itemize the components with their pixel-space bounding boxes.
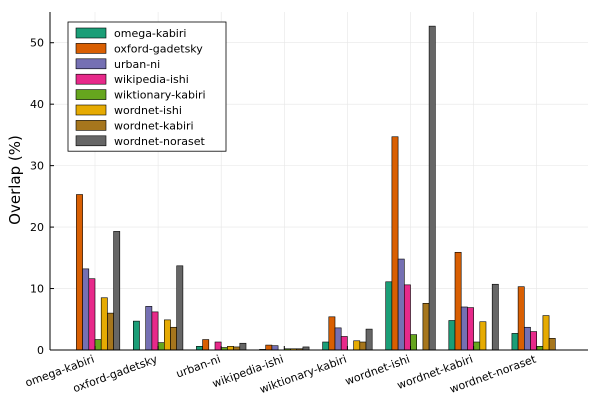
legend-swatch-wordnet-noraset (75, 135, 107, 147)
bar-wikipedia-ishi-urban-ni (214, 341, 222, 351)
bar-wordnet-ishi-omega-kabiri (100, 297, 108, 351)
legend-swatch-wikipedia-ishi (75, 73, 107, 85)
bar-oxford-gadetsky-wiktionary-kabiri (328, 316, 336, 351)
legend-label-urban-ni: urban-ni (114, 58, 160, 71)
legend-swatch-wordnet-ishi (75, 104, 107, 116)
bar-wikipedia-ishi-wordnet-noraset (530, 331, 537, 351)
bar-oxford-gadetsky-wikipedia-ishi (265, 344, 273, 351)
bar-wordnet-kabiri-wordnet-ishi (422, 302, 430, 351)
bar-wordnet-ishi-urban-ni (227, 346, 234, 351)
bar-omega-kabiri-wordnet-kabiri (448, 320, 456, 351)
legend-label-wordnet-ishi: wordnet-ishi (114, 104, 182, 117)
bar-wordnet-noraset-wiktionary-kabiri (365, 328, 373, 351)
bar-wordnet-ishi-wordnet-kabiri (479, 321, 487, 351)
legend-label-wikipedia-ishi: wikipedia-ishi (114, 73, 189, 86)
bar-urban-ni-wiktionary-kabiri (334, 327, 342, 351)
y-tick-label-0: 0 (37, 344, 44, 357)
bar-wordnet-ishi-oxford-gadetsky (164, 319, 171, 351)
bar-wikipedia-ishi-wordnet-ishi (403, 284, 411, 351)
legend-swatch-wordnet-kabiri (75, 120, 107, 131)
bar-wiktionary-kabiri-wordnet-noraset (536, 346, 544, 351)
y-tick-label-3: 30 (30, 160, 44, 173)
bar-wikipedia-ishi-wordnet-kabiri (467, 307, 474, 351)
bar-wordnet-ishi-wiktionary-kabiri (353, 340, 361, 351)
y-tick-label-1: 10 (30, 283, 44, 296)
bar-urban-ni-wikipedia-ishi (271, 345, 279, 351)
bar-oxford-gadetsky-wordnet-kabiri (454, 251, 462, 351)
y-tick-label-2: 20 (30, 221, 44, 234)
bar-wordnet-noraset-oxford-gadetsky (176, 265, 184, 351)
bar-urban-ni-oxford-gadetsky (145, 306, 153, 351)
bar-wordnet-kabiri-omega-kabiri (107, 312, 114, 351)
y-tick-label-5: 50 (30, 37, 44, 50)
bar-urban-ni-wordnet-noraset (523, 326, 531, 351)
bar-urban-ni-wordnet-kabiri (460, 306, 468, 351)
bar-urban-ni-wordnet-ishi (397, 258, 405, 351)
bar-wordnet-noraset-urban-ni (239, 342, 247, 351)
bar-oxford-gadetsky-wordnet-ishi (391, 136, 399, 351)
bar-wordnet-kabiri-wordnet-noraset (548, 338, 556, 351)
bar-wikipedia-ishi-wiktionary-kabiri (340, 336, 348, 351)
bars (76, 25, 556, 351)
bar-oxford-gadetsky-omega-kabiri (76, 194, 83, 351)
bar-oxford-gadetsky-wordnet-noraset (517, 286, 525, 351)
legend-swatch-omega-kabiri (75, 27, 107, 39)
bar-wordnet-ishi-wordnet-noraset (542, 315, 550, 351)
legend-label-wordnet-kabiri: wordnet-kabiri (114, 119, 194, 132)
bar-omega-kabiri-oxford-gadetsky (133, 320, 140, 351)
bar-wiktionary-kabiri-oxford-gadetsky (157, 342, 165, 351)
legend-swatch-urban-ni (75, 58, 107, 70)
bar-wiktionary-kabiri-wordnet-kabiri (473, 341, 481, 351)
legend-label-wiktionary-kabiri: wiktionary-kabiri (114, 89, 206, 102)
bar-omega-kabiri-wordnet-noraset (511, 333, 519, 351)
bar-oxford-gadetsky-urban-ni (202, 339, 210, 351)
bar-wordnet-kabiri-oxford-gadetsky (170, 326, 177, 351)
y-tick-label-4: 40 (30, 98, 44, 111)
legend-swatch-wiktionary-kabiri (75, 89, 107, 100)
y-tick-labels: 0 10 20 30 40 50 (30, 37, 44, 357)
bar-wordnet-noraset-wordnet-ishi (428, 25, 436, 351)
bar-omega-kabiri-urban-ni (196, 346, 203, 351)
bar-wiktionary-kabiri-wordnet-ishi (410, 334, 417, 351)
bar-wordnet-kabiri-wiktionary-kabiri (359, 341, 367, 351)
bar-wikipedia-ishi-oxford-gadetsky (151, 311, 159, 351)
bar-omega-kabiri-wiktionary-kabiri (322, 341, 330, 351)
bar-wordnet-noraset-omega-kabiri (113, 231, 121, 351)
legend: omega-kabiri oxford-gadetsky urban-ni wikip… (67, 21, 227, 152)
legend-label-oxford-gadetsky: oxford-gadetsky (114, 42, 203, 55)
legend-label-wordnet-noraset: wordnet-noraset (114, 135, 206, 148)
axes (49, 12, 588, 351)
legend-swatch-oxford-gadetsky (75, 43, 107, 54)
bar-omega-kabiri-wordnet-ishi (385, 281, 393, 351)
bar-wikipedia-ishi-omega-kabiri (88, 278, 96, 351)
bar-wordnet-noraset-wordnet-kabiri (491, 283, 499, 351)
legend-label-omega-kabiri: omega-kabiri (114, 27, 186, 40)
y-axis-label: Overlap (%) (6, 135, 24, 225)
bar-urban-ni-omega-kabiri (82, 268, 90, 351)
bar-wiktionary-kabiri-omega-kabiri (94, 339, 102, 351)
